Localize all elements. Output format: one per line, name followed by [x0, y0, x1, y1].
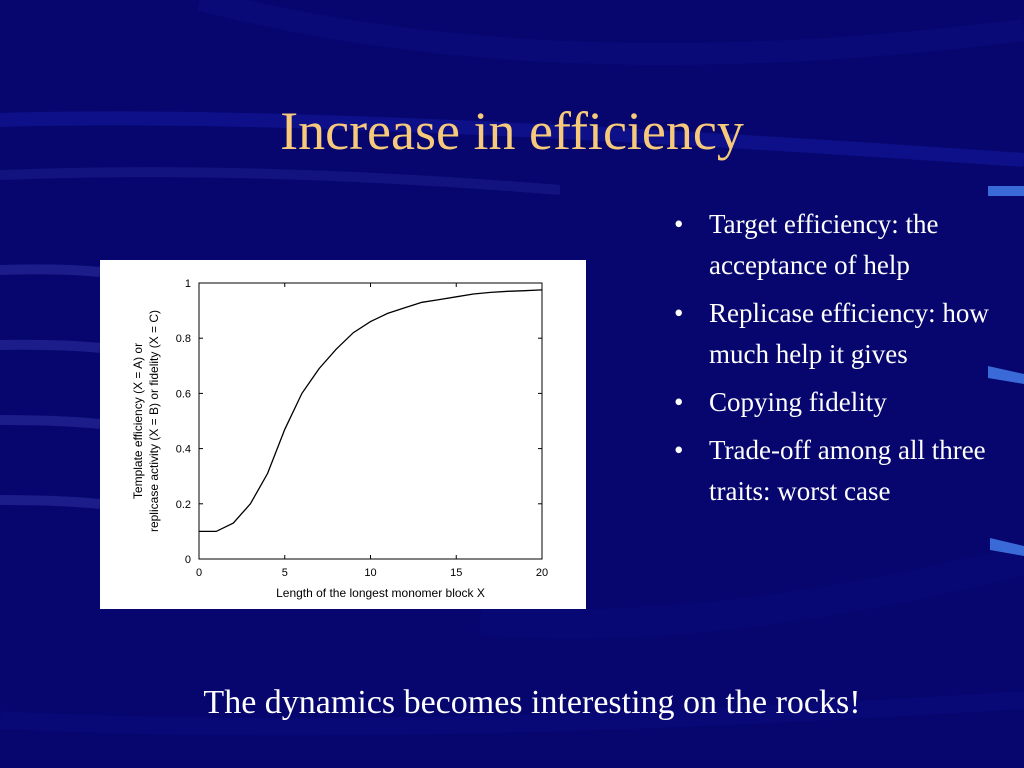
- y-axis-label: Template efficiency (X = A) or: [131, 343, 145, 499]
- bullet-marker: •: [674, 435, 684, 465]
- x-tick-label: 15: [450, 567, 462, 579]
- x-tick-label: 0: [196, 567, 202, 579]
- y-tick-label: 0.6: [176, 388, 191, 400]
- bullet-text: Target efficiency: the acceptance of hel…: [709, 209, 939, 280]
- x-tick-label: 20: [536, 567, 548, 579]
- x-axis-label: Length of the longest monomer block X: [276, 586, 485, 600]
- chart-svg: 0 5 10 15 20 0 0.2 0.4 0.6 0.8 1 Length of the long…: [131, 278, 548, 600]
- efficiency-chart: 0 5 10 15 20 0 0.2 0.4 0.6 0.8 1 Length of the long…: [100, 260, 586, 609]
- bullet-list: • Target efficiency: the acceptance of h…: [668, 204, 1008, 519]
- slide-footer: The dynamics becomes interesting on the …: [203, 684, 861, 721]
- y-tick-label: 1: [185, 278, 191, 290]
- plot-frame: [198, 282, 543, 560]
- x-tick-label: 5: [282, 567, 288, 579]
- series-line: [199, 289, 543, 533]
- y-tick-label: 0.2: [176, 499, 191, 511]
- slide-title: Increase in efficiency: [280, 101, 744, 161]
- bullet-marker: •: [674, 209, 684, 239]
- bullet-item: • Target efficiency: the acceptance of h…: [668, 204, 1008, 286]
- y-axis-label: replicase activity (X = B) or fidelity (…: [147, 310, 161, 532]
- bullet-text: Copying fidelity: [709, 387, 887, 417]
- y-tick-label: 0.8: [176, 333, 191, 345]
- bullet-marker: •: [674, 298, 684, 328]
- bullet-item: • Trade-off among all three traits: wors…: [668, 430, 1008, 512]
- x-tick-label: 10: [364, 567, 376, 579]
- bullet-item: • Replicase efficiency: how much help it…: [668, 293, 1008, 375]
- bullet-marker: •: [674, 387, 684, 417]
- bullet-text: Replicase efficiency: how much help it g…: [709, 298, 989, 369]
- y-tick-label: 0.4: [176, 444, 191, 456]
- bullet-item: • Copying fidelity: [668, 382, 1008, 423]
- y-tick-label: 0: [185, 554, 191, 566]
- bullet-text: Trade-off among all three traits: worst …: [709, 435, 986, 506]
